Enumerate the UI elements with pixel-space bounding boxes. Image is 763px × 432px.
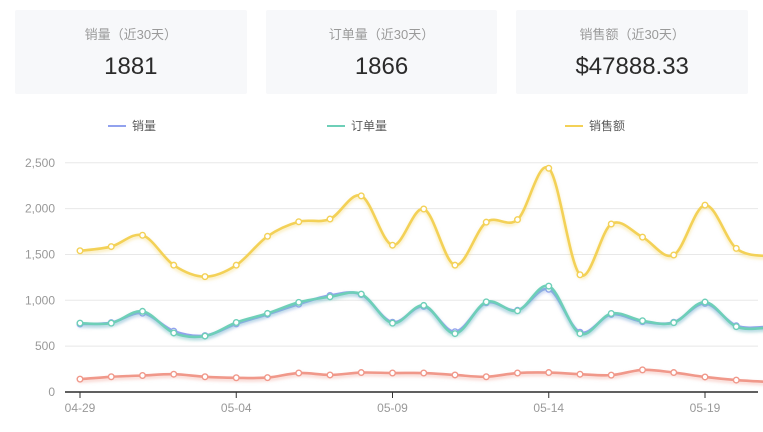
svg-text:2,500: 2,500 <box>25 156 55 170</box>
svg-text:05-14: 05-14 <box>533 401 564 415</box>
svg-text:2,000: 2,000 <box>25 202 55 216</box>
svg-text:05-09: 05-09 <box>377 401 408 415</box>
svg-text:500: 500 <box>35 339 55 353</box>
svg-text:1,000: 1,000 <box>25 293 55 307</box>
svg-text:0: 0 <box>48 385 55 399</box>
svg-text:1,500: 1,500 <box>25 247 55 261</box>
svg-text:05-04: 05-04 <box>221 401 252 415</box>
svg-text:04-29: 04-29 <box>65 401 96 415</box>
svg-text:05-19: 05-19 <box>690 401 721 415</box>
